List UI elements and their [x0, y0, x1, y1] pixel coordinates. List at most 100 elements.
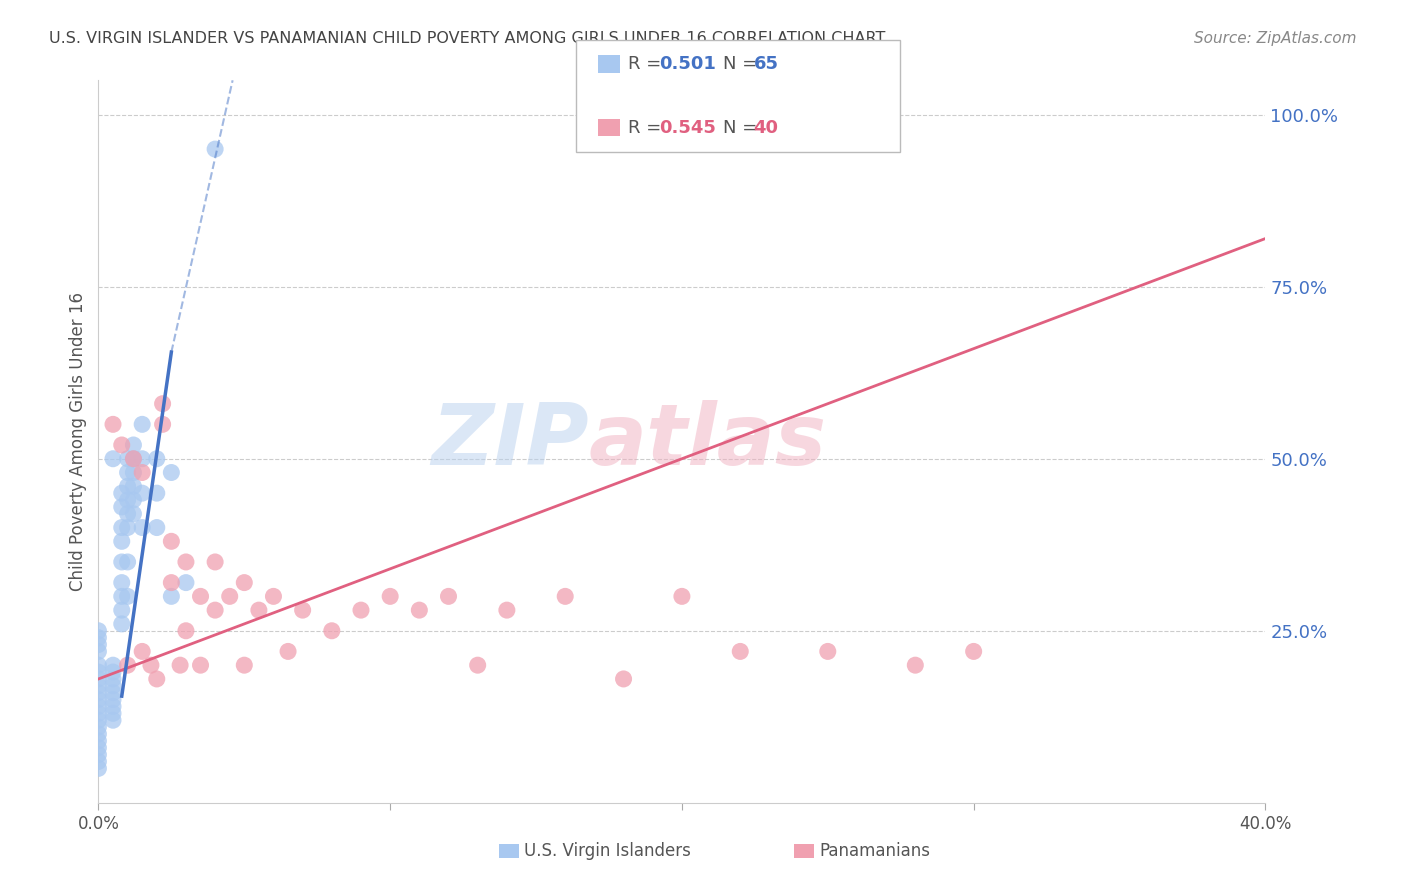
Point — [160, 575, 183, 590]
Point — [87, 686, 110, 700]
Point — [160, 466, 183, 480]
Point — [190, 590, 212, 604]
Point — [146, 451, 169, 466]
Point — [160, 534, 183, 549]
Point — [122, 493, 145, 508]
Point — [554, 590, 576, 604]
Text: Source: ZipAtlas.com: Source: ZipAtlas.com — [1194, 31, 1357, 46]
Point — [817, 644, 839, 658]
Point — [87, 747, 110, 762]
Point — [87, 740, 110, 755]
Text: R =: R = — [628, 55, 668, 73]
Point — [87, 679, 110, 693]
Point — [291, 603, 314, 617]
Point — [350, 603, 373, 617]
Point — [131, 451, 153, 466]
Point — [87, 692, 110, 706]
Point — [730, 644, 752, 658]
Point — [101, 692, 124, 706]
Point — [380, 590, 402, 604]
Point — [111, 486, 134, 500]
Point — [101, 672, 124, 686]
Text: Panamanians: Panamanians — [820, 842, 931, 860]
Text: U.S. VIRGIN ISLANDER VS PANAMANIAN CHILD POVERTY AMONG GIRLS UNDER 16 CORRELATIO: U.S. VIRGIN ISLANDER VS PANAMANIAN CHILD… — [49, 31, 886, 46]
Point — [87, 665, 110, 679]
Point — [87, 713, 110, 727]
Point — [122, 451, 145, 466]
Point — [111, 520, 134, 534]
Point — [139, 658, 162, 673]
Point — [146, 486, 169, 500]
Point — [671, 590, 693, 604]
Point — [87, 631, 110, 645]
Point — [87, 672, 110, 686]
Point — [131, 417, 153, 432]
Point — [117, 555, 139, 569]
Point — [117, 507, 139, 521]
Point — [174, 555, 197, 569]
Point — [904, 658, 927, 673]
Point — [87, 706, 110, 721]
Text: atlas: atlas — [589, 400, 827, 483]
Point — [437, 590, 460, 604]
Text: 65: 65 — [754, 55, 779, 73]
Point — [87, 755, 110, 769]
Point — [87, 734, 110, 748]
Point — [111, 590, 134, 604]
Text: N =: N = — [723, 119, 762, 136]
Point — [152, 417, 174, 432]
Point — [117, 658, 139, 673]
Point — [277, 644, 299, 658]
Point — [111, 500, 134, 514]
Text: R =: R = — [628, 119, 668, 136]
Point — [131, 466, 153, 480]
Point — [111, 575, 134, 590]
Point — [111, 534, 134, 549]
Point — [117, 466, 139, 480]
Point — [101, 706, 124, 721]
Point — [87, 699, 110, 714]
Point — [122, 451, 145, 466]
Point — [262, 590, 284, 604]
Point — [131, 486, 153, 500]
Point — [174, 624, 197, 638]
Point — [204, 555, 226, 569]
Point — [87, 727, 110, 741]
Point — [122, 479, 145, 493]
Point — [190, 658, 212, 673]
Point — [174, 575, 197, 590]
Point — [204, 603, 226, 617]
Point — [87, 658, 110, 673]
Point — [204, 142, 226, 156]
Point — [146, 520, 169, 534]
Point — [111, 438, 134, 452]
Point — [87, 638, 110, 652]
Point — [101, 665, 124, 679]
Point — [496, 603, 519, 617]
Point — [612, 672, 634, 686]
Point — [101, 451, 124, 466]
Point — [233, 575, 256, 590]
Point — [467, 658, 489, 673]
Point — [87, 624, 110, 638]
Point — [146, 672, 169, 686]
Point — [117, 451, 139, 466]
Point — [111, 603, 134, 617]
Point — [169, 658, 191, 673]
Point — [101, 658, 124, 673]
Point — [117, 590, 139, 604]
Point — [101, 679, 124, 693]
Point — [117, 479, 139, 493]
Point — [160, 590, 183, 604]
Text: 40: 40 — [754, 119, 779, 136]
Point — [101, 417, 124, 432]
Point — [111, 616, 134, 631]
Point — [131, 520, 153, 534]
Point — [408, 603, 430, 617]
Text: ZIP: ZIP — [430, 400, 589, 483]
Text: 0.545: 0.545 — [659, 119, 716, 136]
Point — [122, 466, 145, 480]
Point — [101, 699, 124, 714]
Point — [233, 658, 256, 673]
Point — [111, 555, 134, 569]
